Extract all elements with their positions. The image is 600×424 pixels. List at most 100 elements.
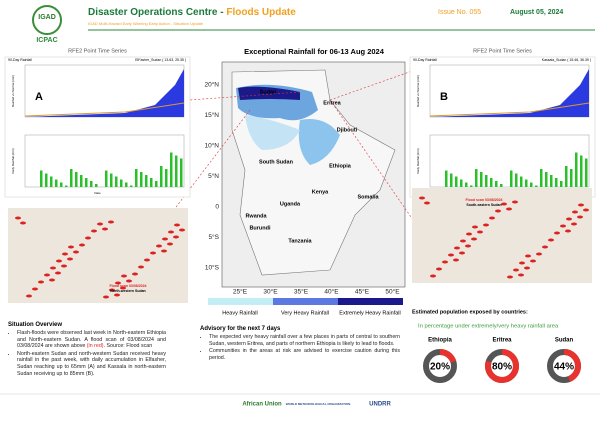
country-label: Tanzania — [288, 238, 312, 244]
flood-patch — [38, 280, 44, 284]
legend-extreme — [338, 298, 403, 305]
daily-bar — [470, 185, 473, 187]
flood-patch — [174, 223, 180, 227]
daily-bar — [160, 166, 163, 187]
advisory-title: Advisory for the next 7 days — [200, 326, 281, 332]
bullet: North-eastern Sudan and north-western Su… — [17, 351, 166, 377]
flood-patch — [32, 287, 38, 291]
flood-patch — [566, 217, 572, 221]
normal-line — [24, 102, 185, 117]
chart-area — [24, 134, 185, 188]
flood-patch — [477, 230, 483, 234]
legend-label: Very Heavy Rainfall — [281, 310, 329, 316]
daily-bar — [555, 178, 558, 187]
text-red: (in red) — [86, 343, 104, 350]
country-label: Somalia — [357, 194, 379, 200]
daily-bar — [180, 158, 183, 187]
flood-patch — [168, 230, 174, 234]
text: . Source: Flood scan — [103, 343, 153, 350]
flood-patch — [102, 227, 108, 231]
daily-bar — [165, 169, 168, 187]
date: August 05, 2024 — [510, 9, 563, 16]
flood-patch — [430, 274, 436, 278]
lon-tick: 35°E — [294, 288, 309, 296]
flood-patch — [144, 258, 150, 262]
daily-bar — [115, 176, 118, 187]
daily-bar — [105, 170, 108, 187]
scan-region: North-western Sudan — [110, 289, 145, 293]
flood-patch — [453, 258, 459, 262]
bullet: Flash-floods were observed last week in … — [17, 330, 166, 350]
flood-patch — [44, 273, 50, 277]
daily-bar — [575, 152, 578, 187]
flood-patch — [138, 265, 144, 269]
flood-patch — [472, 225, 478, 229]
country-label: Djibouti — [337, 127, 358, 133]
flood-patch — [436, 267, 442, 271]
flood-patch — [454, 246, 460, 250]
daily-bar — [140, 172, 143, 187]
flood-patch — [483, 223, 489, 227]
scan-region: South-eastern Sudan — [466, 203, 501, 207]
daily-bar — [60, 182, 63, 187]
footer-logo: WORLD METEOROLOGICAL ORGANIZATION — [286, 402, 351, 406]
text: Flash-floods were observed last week in … — [17, 330, 166, 350]
flood-patch — [103, 295, 109, 299]
daily-bar — [80, 175, 83, 187]
flood-patch — [536, 252, 542, 256]
scan-place: Flood scan 03/08/2024 — [110, 284, 147, 288]
country-label: South Sudan — [259, 159, 294, 165]
flood-patch — [50, 266, 56, 270]
daily-bar — [560, 181, 563, 187]
flood-patch — [67, 257, 73, 261]
daily-bar — [495, 181, 498, 187]
flood-patch — [167, 242, 173, 246]
daily-bar — [170, 152, 173, 187]
lat-tick: 5°S — [208, 233, 219, 241]
daily-bar — [580, 155, 583, 187]
flood-patch — [73, 250, 79, 254]
lon-tick: 50°E — [385, 288, 400, 296]
y-label: Rainfall vs Normal (mm) — [11, 75, 15, 107]
country: Ethiopia — [428, 338, 452, 344]
country-label: Burundi — [249, 225, 271, 231]
flood-patch — [108, 220, 114, 224]
lon-tick: 45°E — [355, 288, 370, 296]
daily-bar — [510, 170, 513, 187]
flood-patch — [79, 243, 85, 247]
daily-bar — [150, 178, 153, 187]
situation-list: Flash-floods were observed last week in … — [8, 330, 166, 377]
pop-title: Estimated population exposed by countrie… — [412, 309, 528, 315]
donut-label: 20% — [430, 362, 450, 373]
situation-title: Situation Overview — [8, 322, 63, 328]
panel-subtitle: 90-Day Rainfall — [8, 58, 32, 62]
daily-bar — [90, 181, 93, 187]
flood-patch — [156, 244, 162, 248]
flood-patch — [85, 236, 91, 240]
daily-bar — [65, 185, 68, 187]
daily-bar — [490, 178, 493, 187]
legend-label: Heavy Rainfall — [222, 310, 257, 316]
daily-bar — [545, 172, 548, 187]
situation: Situation Overview Flash-floods were obs… — [8, 322, 166, 378]
flood-patch — [121, 274, 127, 278]
daily-bar — [550, 175, 553, 187]
daily-bar — [445, 170, 448, 187]
flood-patch — [55, 271, 61, 275]
daily-bar — [585, 158, 588, 187]
logo: IGAD — [38, 14, 56, 21]
daily-bar — [530, 182, 533, 187]
daily-bar — [480, 172, 483, 187]
subtitle: IGAD Multi-Hazard Early Warning Early Ac… — [88, 21, 204, 26]
daily-bar — [135, 169, 138, 187]
country-label: Uganda — [280, 201, 301, 207]
flood-patch — [548, 238, 554, 242]
y-label: Daily Rainfall (mm) — [416, 148, 420, 173]
daily-bar — [130, 185, 133, 187]
flood-patch — [471, 237, 477, 241]
legend-label: Extremely Heavy Rainfall — [339, 310, 400, 316]
lat-tick: 0 — [215, 204, 219, 211]
daily-bar — [570, 169, 573, 187]
rain-ethiopia — [298, 119, 340, 165]
daily-bar — [55, 179, 58, 187]
